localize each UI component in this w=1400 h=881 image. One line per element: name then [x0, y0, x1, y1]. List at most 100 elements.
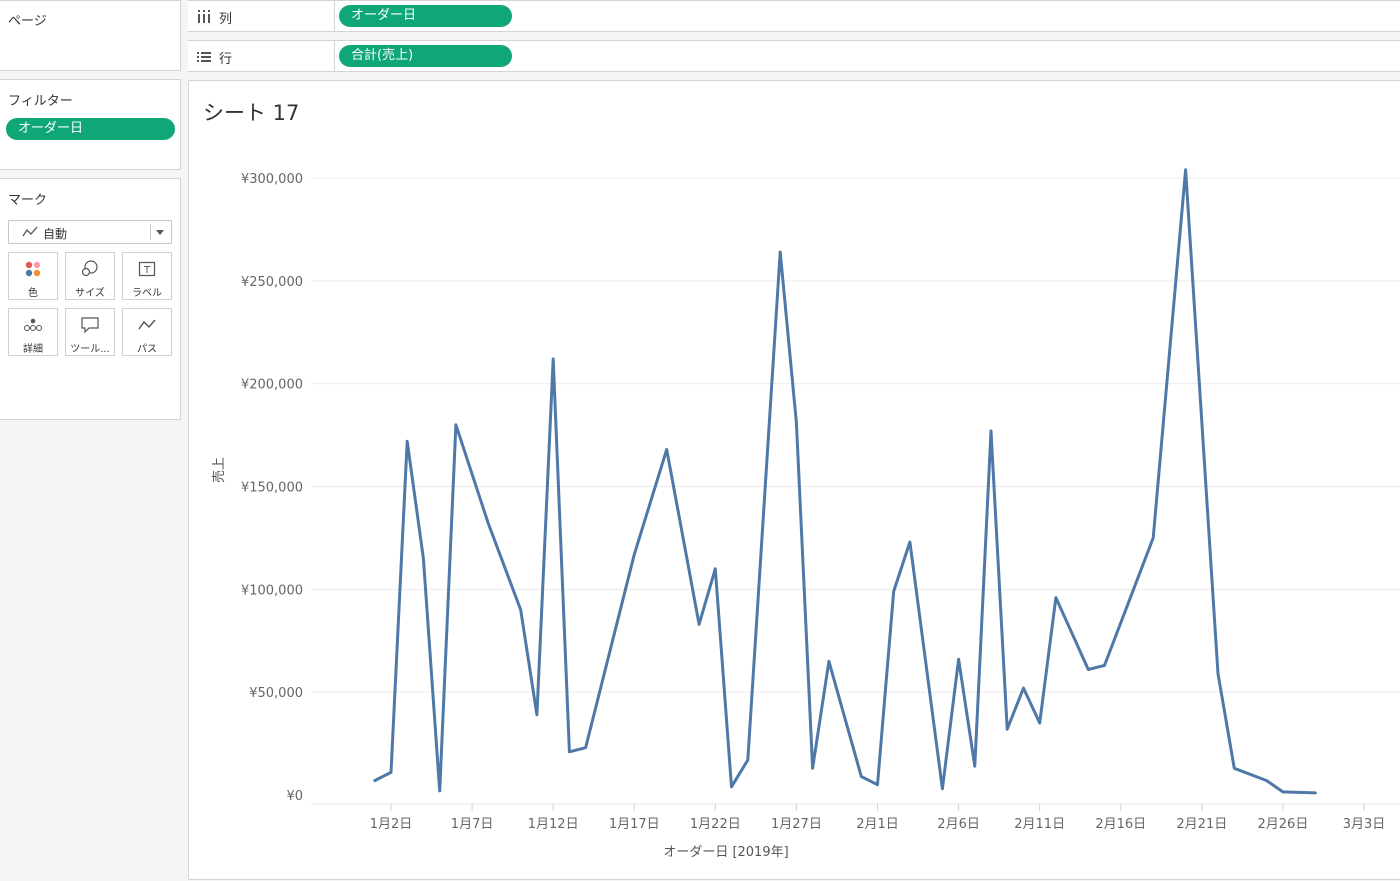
columns-label: 列 [219, 12, 233, 27]
x-axis-title: オーダー日 [2019年] [663, 845, 788, 860]
marks-tooltip-button[interactable]: ツール... [65, 308, 115, 356]
chevron-down-icon[interactable] [156, 230, 164, 235]
data-point[interactable] [1087, 668, 1090, 671]
tooltip-icon [66, 315, 114, 335]
data-point[interactable] [1184, 168, 1187, 171]
x-tick-label: 2月6日 [937, 817, 980, 832]
svg-text:T: T [143, 265, 151, 276]
size-icon [66, 259, 114, 279]
data-point[interactable] [535, 713, 538, 716]
rows-pill-sales-sum[interactable]: 合計(売上) [339, 45, 512, 67]
x-tick-label: 1月2日 [370, 817, 413, 832]
marks-color-button[interactable]: 色 [8, 252, 58, 300]
data-point[interactable] [487, 522, 490, 525]
data-point[interactable] [1103, 664, 1106, 667]
data-point[interactable] [714, 567, 717, 570]
line-chart: ¥0 ¥50,000 ¥100,000 ¥150,000 ¥200,000 ¥250,00… [211, 168, 1400, 860]
data-point[interactable] [990, 430, 993, 433]
x-tick-label: 2月21日 [1176, 817, 1227, 832]
detail-icon [9, 315, 57, 335]
data-point[interactable] [633, 553, 636, 556]
marks-tooltip-label: ツール... [70, 344, 110, 355]
data-point[interactable] [406, 440, 409, 443]
shelf-divider [334, 1, 335, 31]
data-point[interactable] [390, 771, 393, 774]
data-point[interactable] [730, 785, 733, 788]
data-point[interactable] [373, 779, 376, 782]
sheet-view: シート 17 ¥0 ¥50,000 ¥100,000 ¥150,000 ¥200,000… [188, 80, 1400, 880]
data-point[interactable] [698, 623, 701, 626]
data-point[interactable] [438, 789, 441, 792]
x-tick-label: 3月3日 [1343, 817, 1386, 832]
data-point[interactable] [422, 557, 425, 560]
x-tick-label: 1月12日 [528, 817, 579, 832]
x-tick-label: 2月26日 [1258, 817, 1309, 832]
columns-pill-order-date[interactable]: オーダー日 [339, 5, 512, 27]
data-point[interactable] [892, 590, 895, 593]
mark-type-label: 自動 [43, 227, 68, 241]
mark-type-dropdown[interactable]: 自動 [8, 220, 172, 244]
label-icon: T [123, 259, 171, 279]
y-tick-label: ¥100,000 [241, 583, 303, 598]
x-tick-label: 1月22日 [690, 817, 741, 832]
x-tick-label: 2月1日 [856, 817, 899, 832]
data-point[interactable] [1006, 728, 1009, 731]
data-point[interactable] [665, 448, 668, 451]
data-point[interactable] [779, 251, 782, 254]
data-point[interactable] [973, 765, 976, 768]
rows-label: 行 [219, 52, 233, 67]
marks-path-button[interactable]: パス [122, 308, 172, 356]
y-tick-label: ¥0 [286, 789, 303, 804]
data-point[interactable] [1233, 767, 1236, 770]
marks-path-label: パス [137, 344, 157, 355]
marks-detail-button[interactable]: 詳細 [8, 308, 58, 356]
data-point[interactable] [795, 421, 798, 424]
data-point[interactable] [1217, 672, 1220, 675]
y-tick-label: ¥250,000 [241, 275, 303, 290]
data-point[interactable] [957, 658, 960, 661]
data-point[interactable] [519, 608, 522, 611]
data-point[interactable] [860, 775, 863, 778]
filters-title: フィルター [8, 94, 73, 109]
marks-size-button[interactable]: サイズ [65, 252, 115, 300]
x-tick-label: 2月11日 [1014, 817, 1065, 832]
data-point[interactable] [827, 660, 830, 663]
pages-card: ページ [0, 0, 181, 71]
data-point[interactable] [568, 750, 571, 753]
y-axis-title: 売上 [211, 457, 227, 483]
y-tick-label: ¥50,000 [249, 686, 303, 701]
data-point[interactable] [584, 746, 587, 749]
line-mark-icon [22, 224, 38, 243]
left-panel: ページ フィルター オーダー日 マーク 自動 色 サイズ [0, 0, 188, 880]
data-point[interactable] [1265, 779, 1268, 782]
marks-color-label: 色 [28, 288, 38, 299]
marks-card: マーク 自動 色 サイズ T ラベル [0, 178, 181, 420]
sales-line[interactable] [373, 168, 1317, 795]
marks-size-label: サイズ [75, 288, 105, 299]
marks-detail-label: 詳細 [23, 344, 43, 355]
data-point[interactable] [454, 423, 457, 426]
filter-pill-order-date[interactable]: オーダー日 [6, 118, 175, 140]
rows-icon [197, 49, 211, 68]
data-point[interactable] [876, 783, 879, 786]
data-point[interactable] [908, 541, 911, 544]
pages-title: ページ [8, 14, 47, 29]
data-point[interactable] [1054, 596, 1057, 599]
path-icon [123, 315, 171, 335]
data-point[interactable] [941, 787, 944, 790]
x-tick-label: 1月27日 [771, 817, 822, 832]
columns-shelf: 列 オーダー日 [188, 0, 1400, 32]
marks-label-button[interactable]: T ラベル [122, 252, 172, 300]
y-tick-label: ¥150,000 [241, 481, 303, 496]
data-point[interactable] [811, 767, 814, 770]
data-point[interactable] [1314, 791, 1317, 794]
data-point[interactable] [1038, 722, 1041, 725]
data-point[interactable] [552, 358, 555, 361]
data-point[interactable] [1152, 536, 1155, 539]
rows-shelf: 行 合計(売上) [188, 40, 1400, 72]
data-point[interactable] [1022, 687, 1025, 690]
data-point[interactable] [746, 759, 749, 762]
data-point[interactable] [1281, 790, 1284, 793]
y-tick-label: ¥200,000 [241, 378, 303, 393]
x-tick-label: 1月7日 [451, 817, 494, 832]
